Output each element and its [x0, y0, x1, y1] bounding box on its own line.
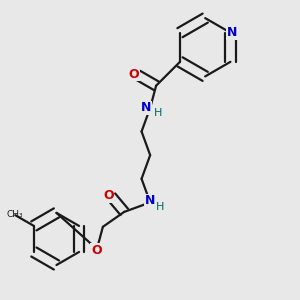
- Text: O: O: [91, 244, 102, 257]
- Text: H: H: [154, 108, 162, 118]
- Text: N: N: [145, 194, 155, 207]
- Text: O: O: [128, 68, 139, 81]
- Text: O: O: [103, 189, 114, 202]
- Text: N: N: [141, 101, 152, 114]
- Text: CH₃: CH₃: [6, 210, 23, 219]
- Text: N: N: [227, 26, 237, 39]
- Text: H: H: [156, 202, 164, 212]
